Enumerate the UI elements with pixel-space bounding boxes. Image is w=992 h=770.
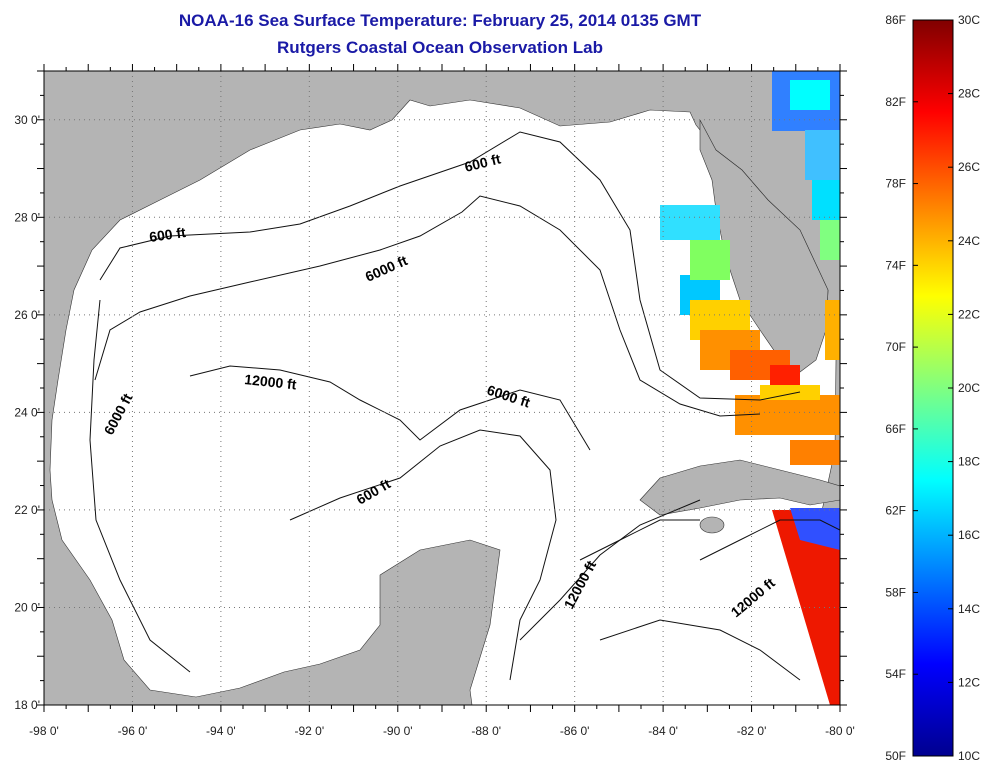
longitude-labels: -98 0' -96 0' -94 0' -92 0' -90 0' -88 0' -86 … [29,724,855,738]
lat-label: 18 0' [14,698,40,712]
lat-label: 22 0' [14,503,40,517]
contour-12000ft-yucatan [519,499,701,641]
cb-label-c: 22C [958,307,980,321]
cb-label-c: 28C [958,87,980,101]
lon-label: -92 0' [295,724,325,738]
lat-label: 30 0' [14,113,40,127]
contour-12000ft [189,365,591,451]
contour-600ft-south [289,429,557,681]
cb-label-c: 20C [958,381,980,395]
cb-label-c: 10C [958,749,980,763]
land-cuba [639,459,840,516]
cb-label-c: 12C [958,675,980,689]
colorbar-c-labels: 30C 28C 26C 24C 22C 20C 18C 16C 14C 12C 10C [958,13,980,763]
cb-label-c: 30C [958,13,980,27]
cb-label-c: 14C [958,602,980,616]
map-title: NOAA-16 Sea Surface Temperature: Februar… [178,11,702,30]
lon-label: -98 0' [29,724,59,738]
lon-label: -80 0' [825,724,855,738]
cb-label-f: 78F [885,177,906,191]
cb-label-f: 58F [885,585,906,599]
lon-label: -94 0' [206,724,236,738]
lat-label: 20 0' [14,600,40,614]
lon-label: -88 0' [471,724,501,738]
lon-label: -84 0' [648,724,678,738]
cb-label-f: 50F [885,749,906,763]
contour-caribbean-deep [599,619,801,681]
colorbar-f-labels: 86F 82F 78F 74F 70F 66F 62F 58F 54F 50F [885,13,906,763]
lon-label: -90 0' [383,724,413,738]
cb-label-f: 66F [885,422,906,436]
contour-6000ft-west [89,299,191,673]
cb-label-f: 70F [885,340,906,354]
lat-label: 26 0' [14,308,40,322]
lon-label: -96 0' [118,724,148,738]
cb-label-f: 86F [885,13,906,27]
cb-label-c: 16C [958,528,980,542]
contour-label-12000ft-1: 12000 ft [244,371,298,392]
contour-label-600ft-1: 600 ft [148,224,187,245]
cb-label-f: 62F [885,504,906,518]
lon-label: -82 0' [737,724,767,738]
sst-swath-caribbean [772,510,840,705]
depth-contours [89,131,840,681]
colorbar-ticks [913,19,953,757]
contour-shelf-south [579,519,700,561]
axis-ticks [37,64,847,712]
sst-patch-blue [790,508,840,550]
cb-label-f: 82F [885,95,906,109]
cb-label-c: 26C [958,160,980,174]
map-subtitle: Rutgers Coastal Ocean Observation Lab [277,38,603,57]
contour-12000ft-caribbean [699,519,840,561]
contour-6000ft-north [94,195,761,417]
cb-label-f: 54F [885,667,906,681]
latitude-labels: 18 0' 20 0' 22 0' 24 0' 26 0' 28 0' 30 0' [14,113,40,712]
lat-label: 28 0' [14,210,40,224]
cb-label-f: 74F [885,258,906,272]
contour-600ft-north [99,131,801,401]
lon-label: -86 0' [560,724,590,738]
sst-swath-straits [735,385,840,465]
cb-label-c: 18C [958,455,980,469]
land-isle [699,516,725,534]
lat-label: 24 0' [14,405,40,419]
sst-swath-florida [660,205,800,385]
colorbar-gradient [912,19,954,757]
cb-label-c: 24C [958,234,980,248]
sst-swath-atlantic [772,71,840,360]
graticule [44,71,840,705]
